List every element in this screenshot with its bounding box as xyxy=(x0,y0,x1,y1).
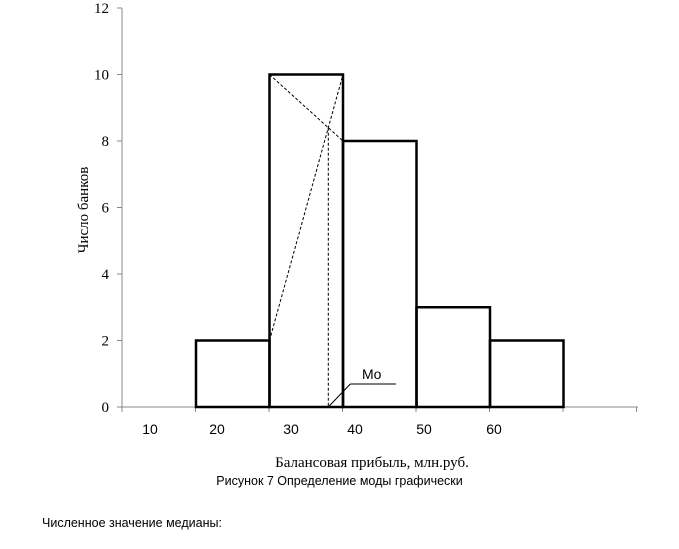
x-tick-label: 50 xyxy=(416,421,432,437)
figure-caption: Рисунок 7 Определение моды графически xyxy=(216,474,463,488)
y-tick-label: 6 xyxy=(102,201,110,217)
median-text: Численное значение медианы: xyxy=(42,516,222,530)
x-tick-label: 60 xyxy=(486,421,502,437)
x-tick-label: 20 xyxy=(209,421,225,437)
histogram-bar xyxy=(415,306,492,409)
bars xyxy=(194,73,565,409)
mode-label: Mo xyxy=(362,366,382,382)
histogram-chart: 0 2 4 6 8 10 12 10 20 30 40 50 60 Mo Число банков Б… xyxy=(76,1,638,470)
x-tick-label: 30 xyxy=(283,421,299,437)
x-axis: 10 20 30 40 50 60 xyxy=(121,406,638,437)
histogram-bar xyxy=(268,73,345,409)
mode-pointer-line xyxy=(327,383,351,408)
y-tick-label: 4 xyxy=(102,267,110,283)
mode-diagonal-1 xyxy=(269,74,344,142)
y-tick-label: 2 xyxy=(102,334,110,350)
y-axis: 0 2 4 6 8 10 12 xyxy=(94,1,123,416)
histogram-bar xyxy=(488,339,565,409)
y-tick-label: 10 xyxy=(94,68,109,84)
histogram-bar xyxy=(194,339,271,409)
x-tick-label: 10 xyxy=(142,421,158,437)
y-tick-label: 12 xyxy=(94,1,109,17)
y-tick-label: 0 xyxy=(102,400,110,416)
x-axis-title: Балансовая прибыль, млн.руб. xyxy=(275,455,469,470)
mode-diagonal-2 xyxy=(269,74,344,341)
y-axis-title: Число банков xyxy=(76,167,92,254)
y-tick-label: 8 xyxy=(102,134,110,150)
histogram-bar xyxy=(341,139,418,409)
x-tick-label: 40 xyxy=(347,421,363,437)
mode-construction: Mo xyxy=(269,74,396,408)
